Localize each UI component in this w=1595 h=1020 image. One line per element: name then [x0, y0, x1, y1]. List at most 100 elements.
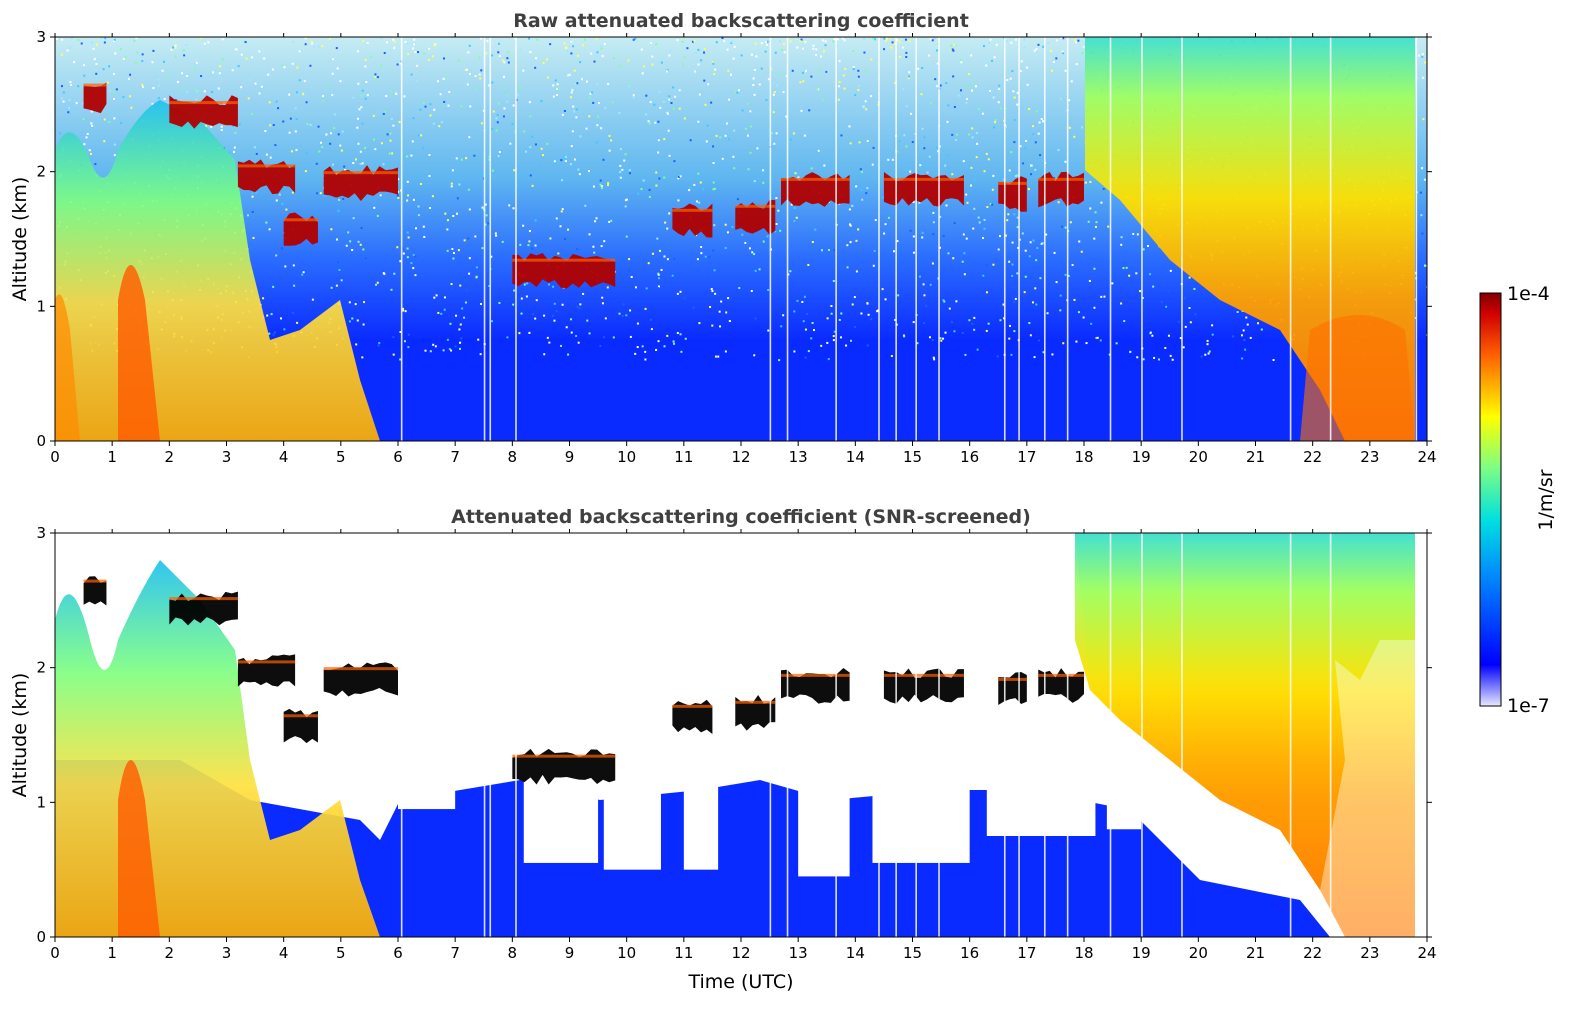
noise-speckle [981, 112, 984, 115]
noise-speckle [322, 95, 325, 98]
noise-speckle [723, 40, 726, 43]
noise-speckle [360, 106, 363, 109]
noise-speckle [592, 101, 595, 104]
noise-speckle [398, 120, 401, 123]
noise-speckle [567, 228, 570, 231]
noise-speckle [564, 160, 567, 163]
noise-speckle [789, 270, 792, 273]
noise-speckle [649, 101, 652, 104]
noise-speckle [1013, 141, 1016, 144]
noise-speckle [95, 43, 98, 46]
noise-speckle [956, 133, 959, 136]
noise-speckle [672, 86, 675, 89]
noise-speckle [348, 301, 351, 304]
noise-speckle [404, 41, 407, 44]
noise-speckle [574, 82, 577, 85]
noise-speckle [298, 79, 301, 82]
noise-speckle [1036, 246, 1039, 249]
noise-speckle [415, 227, 418, 230]
noise-speckle [817, 149, 820, 152]
data-gap-line [400, 533, 403, 937]
noise-speckle [1424, 264, 1427, 267]
noise-speckle [873, 249, 876, 252]
noise-speckle [618, 312, 621, 315]
noise-speckle [1034, 287, 1037, 290]
noise-speckle [112, 72, 115, 75]
noise-speckle [1089, 207, 1092, 210]
noise-speckle [971, 89, 974, 92]
noise-speckle [564, 155, 567, 158]
noise-speckle [1152, 285, 1155, 288]
noise-speckle [80, 42, 83, 45]
noise-speckle [1075, 63, 1078, 66]
noise-speckle [1068, 99, 1071, 102]
noise-speckle [654, 121, 657, 124]
noise-speckle [487, 222, 490, 225]
noise-speckle [479, 302, 482, 305]
noise-speckle [488, 84, 491, 87]
noise-speckle [1211, 333, 1214, 336]
noise-speckle [744, 241, 747, 244]
noise-speckle [749, 110, 752, 113]
noise-speckle [291, 191, 294, 194]
data-gap-line [1141, 533, 1143, 937]
noise-speckle [240, 86, 243, 89]
noise-speckle [945, 204, 948, 207]
noise-speckle [697, 177, 700, 180]
noise-speckle [824, 40, 827, 43]
noise-speckle [412, 253, 415, 256]
noise-speckle [298, 50, 301, 53]
noise-speckle [1129, 350, 1132, 353]
noise-speckle [354, 303, 357, 306]
noise-speckle [95, 72, 98, 75]
noise-speckle [826, 317, 829, 320]
noise-speckle [1037, 339, 1040, 342]
noise-speckle [322, 99, 325, 102]
noise-speckle [624, 153, 627, 156]
noise-speckle [866, 302, 869, 305]
data-gap-line [483, 533, 486, 937]
noise-speckle [1249, 336, 1252, 339]
noise-speckle [650, 328, 653, 331]
noise-speckle [640, 48, 643, 51]
noise-speckle [1020, 60, 1023, 63]
noise-speckle [930, 102, 933, 105]
noise-speckle [570, 91, 573, 94]
data-gap-line [515, 533, 517, 937]
noise-speckle [397, 196, 400, 199]
noise-speckle [712, 145, 715, 148]
noise-speckle [333, 113, 336, 116]
noise-speckle [336, 238, 339, 241]
noise-speckle [775, 223, 778, 226]
noise-speckle [636, 346, 639, 349]
noise-speckle [285, 208, 288, 211]
noise-speckle [347, 231, 350, 234]
noise-speckle [309, 64, 312, 67]
noise-speckle [449, 322, 452, 325]
x-tick-label: 8 [508, 944, 518, 962]
noise-speckle [693, 183, 696, 186]
cloud-layer [735, 694, 776, 731]
noise-speckle [1087, 220, 1090, 223]
noise-speckle [427, 58, 430, 61]
noise-speckle [290, 150, 293, 153]
noise-speckle [772, 111, 775, 114]
noise-speckle [698, 93, 701, 96]
noise-speckle [283, 66, 286, 69]
noise-speckle [1136, 233, 1139, 236]
colorbar-unit-label: 1/m/sr [1535, 469, 1557, 530]
noise-speckle [815, 151, 818, 154]
cloud-layer-top-edge [512, 258, 616, 262]
noise-speckle [135, 37, 138, 40]
noise-speckle [997, 248, 1000, 251]
noise-speckle [973, 316, 976, 319]
noise-speckle [570, 40, 573, 43]
noise-speckle [296, 66, 299, 69]
noise-speckle [255, 152, 258, 155]
noise-speckle [490, 255, 493, 258]
noise-speckle [422, 146, 425, 149]
noise-speckle [714, 68, 717, 71]
noise-speckle [961, 260, 964, 263]
noise-speckle [749, 125, 752, 128]
noise-speckle [1021, 232, 1024, 235]
